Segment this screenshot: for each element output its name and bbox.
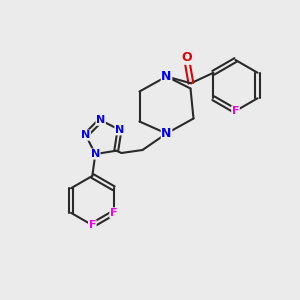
Text: F: F (88, 220, 96, 230)
Text: N: N (91, 149, 100, 159)
Text: O: O (181, 51, 192, 64)
Text: N: N (96, 115, 105, 125)
Text: N: N (161, 127, 172, 140)
Text: N: N (81, 130, 90, 140)
Text: N: N (161, 70, 172, 83)
Text: F: F (232, 106, 239, 116)
Text: N: N (115, 125, 124, 135)
Text: F: F (110, 208, 117, 218)
